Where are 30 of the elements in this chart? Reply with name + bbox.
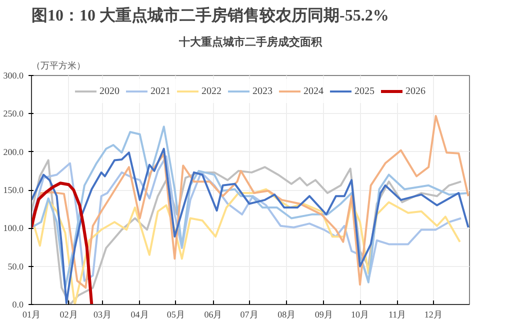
x-tick-label: 01月 <box>22 310 40 320</box>
legend-label: 2026 <box>406 86 426 96</box>
x-tick-label: 07月 <box>240 310 258 320</box>
y-tick-label: 150.0 <box>3 185 24 195</box>
legend-label: 2020 <box>100 86 120 96</box>
chart-title: 图10：10 大重点城市二手房销售较农历同期-55.2% <box>32 6 389 24</box>
legend-label: 2023 <box>252 86 272 96</box>
y-tick-label: 250.0 <box>3 108 24 119</box>
legend-label: 2025 <box>354 86 374 96</box>
x-tick-label: 08月 <box>278 310 296 320</box>
x-tick-label: 10月 <box>351 310 369 320</box>
x-tick-label: 06月 <box>204 310 222 320</box>
chart-subtitle: 十大重点城市二手房成交面积 <box>178 36 323 48</box>
x-tick-label: 02月 <box>60 310 78 320</box>
x-tick-label: 04月 <box>130 310 149 320</box>
x-tick-label: 09月 <box>314 310 333 320</box>
x-tick-label: 03月 <box>93 310 112 320</box>
x-tick-label: 11月 <box>388 310 406 320</box>
y-tick-label: 0.0 <box>12 300 24 310</box>
y-tick-label: 100.0 <box>3 223 24 234</box>
y-axis-title: （万平方米） <box>32 60 86 70</box>
x-tick-label: 12月 <box>424 310 442 320</box>
line-series <box>32 182 94 304</box>
y-tick-label: 300.0 <box>3 70 24 80</box>
legend-label: 2022 <box>202 86 222 96</box>
legend-label: 2024 <box>304 86 324 96</box>
x-tick-label: 05月 <box>166 310 185 320</box>
y-tick-label: 50.0 <box>8 261 24 272</box>
y-tick-label: 200.0 <box>3 146 24 157</box>
legend-label: 2021 <box>150 86 170 96</box>
